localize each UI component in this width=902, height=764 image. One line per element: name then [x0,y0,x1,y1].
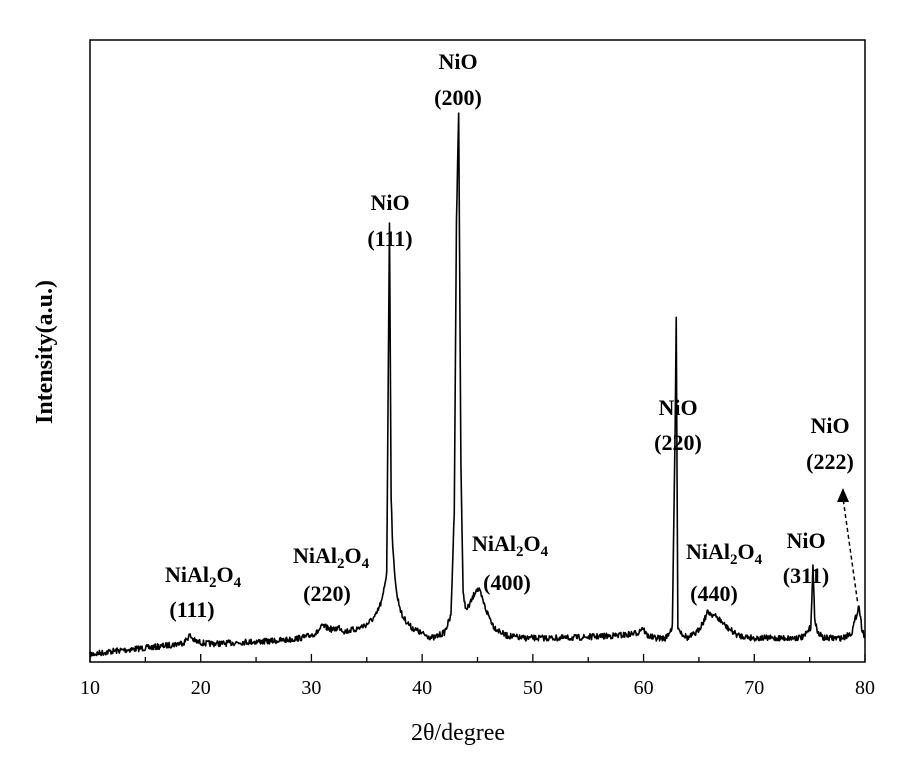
peak-label: (220) [303,581,351,606]
peak-label: NiAl2O4 [293,543,370,572]
peak-label: (400) [483,570,531,595]
x-tick-label: 10 [80,677,100,699]
peak-arrow-head [837,488,849,502]
peak-arrow-line [843,498,857,601]
peak-label: (220) [654,430,702,455]
peak-label: NiO [658,395,697,420]
x-tick-label: 30 [301,677,321,699]
x-axis-ticks [90,654,865,662]
x-tick-label: 40 [412,677,432,699]
peak-annotations: NiAl2O4 (111) NiAl2O4 (220) NiO (111) NiO (200)… [165,49,858,622]
peak-label: (111) [367,226,412,251]
peak-label: NiO [438,49,477,74]
x-tick-label: 60 [634,677,654,699]
peak-label: (311) [783,563,829,588]
peak-label: NiO [370,190,409,215]
peak-label: NiAl2O4 [165,562,242,591]
peak-label: (200) [434,85,482,110]
peak-label: (222) [806,449,854,474]
x-tick-label: 50 [523,677,543,699]
peak-label: NiO [786,528,825,553]
y-axis-title: Intensity(a.u.) [32,280,58,424]
peak-label: (440) [690,581,738,606]
x-tick-label: 80 [855,677,875,699]
peak-label: NiAl2O4 [472,531,549,560]
peak-label: NiAl2O4 [686,539,763,568]
peak-label: (111) [169,597,214,622]
x-axis-tick-labels: 10 20 30 40 50 60 70 80 [80,677,875,699]
x-axis-title: 2θ/degree [411,720,505,746]
x-tick-label: 20 [191,677,211,699]
x-tick-label: 70 [744,677,764,699]
peak-label: NiO [810,413,849,438]
